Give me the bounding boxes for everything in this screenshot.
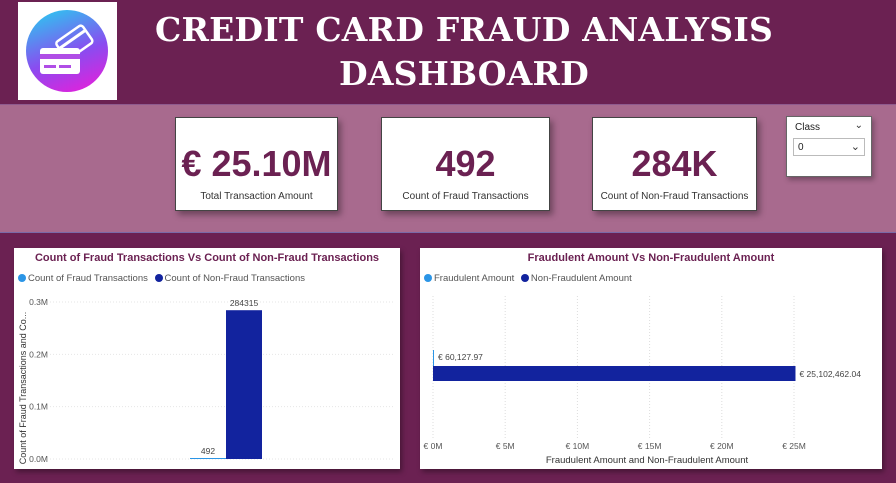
legend-label: Count of Fraud Transactions <box>28 273 148 284</box>
kpi-value: € 25.10M <box>181 143 332 184</box>
chart-title: Count of Fraud Transactions Vs Count of … <box>34 252 380 264</box>
legend-dot-icon <box>520 274 529 282</box>
y-tick-label: 0.1M <box>29 402 48 412</box>
x-tick-label: € 5M <box>496 441 515 451</box>
x-tick-label: € 15M <box>638 441 662 451</box>
legend-label: Non-Fraudulent Amount <box>530 273 632 284</box>
class-dropdown[interactable]: 0 ⌄ <box>793 138 865 156</box>
kpi-card-fraud-count[interactable]: 492 Count of Fraud Transactions <box>381 117 550 211</box>
dropdown-selected-value: 0 <box>798 142 804 153</box>
kpi-label: Count of Fraud Transactions <box>402 191 529 202</box>
bar-fraud <box>190 458 226 459</box>
slicer-title: Class <box>795 122 821 133</box>
logo <box>18 2 117 100</box>
legend-item-non-fraudulent[interactable]: Non-Fraudulent Amount <box>520 273 632 284</box>
x-tick-label: € 20M <box>710 441 734 451</box>
y-tick-label: 0.0M <box>29 454 48 464</box>
y-tick-label: 0.3M <box>29 297 48 307</box>
kpi-card-total-amount[interactable]: € 25.10M Total Transaction Amount <box>175 117 338 211</box>
legend-item-non-fraud[interactable]: Count of Non-Fraud Transactions <box>154 273 305 284</box>
page-title-line2: DASHBOARD <box>339 54 589 93</box>
legend-item-fraudulent[interactable]: Fraudulent Amount <box>424 273 514 284</box>
chart-legend: Count of Fraud Transactions Count of Non… <box>18 273 309 284</box>
amount-chart-plot: Fraudulent Amount and Non-Fraudulent Amo… <box>424 296 861 466</box>
bar-non-fraud <box>226 310 262 459</box>
kpi-value: 492 <box>435 143 496 184</box>
bar-fraudulent <box>433 350 434 366</box>
legend-dot-icon <box>154 274 163 282</box>
kpi-card-non-fraud-count[interactable]: 284K Count of Non-Fraud Transactions <box>592 117 757 211</box>
amount-chart-card[interactable]: Fraudulent Amount Vs Non-Fraudulent Amou… <box>420 248 882 469</box>
legend-dot-icon <box>424 274 432 282</box>
kpi-value: 284K <box>631 143 718 184</box>
bar-non-fraudulent <box>433 366 796 381</box>
data-label: € 25,102,462.04 <box>799 369 861 379</box>
kpi-label: Total Transaction Amount <box>200 191 313 202</box>
chart-legend: Fraudulent Amount Non-Fraudulent Amount <box>424 273 636 284</box>
kpi-label: Count of Non-Fraud Transactions <box>600 191 749 202</box>
x-axis-label: Fraudulent Amount and Non-Fraudulent Amo… <box>546 455 749 466</box>
data-label: 284315 <box>230 298 259 308</box>
legend-label: Fraudulent Amount <box>434 273 515 284</box>
legend-label: Count of Non-Fraud Transactions <box>164 273 305 284</box>
count-chart-plot: Count of Fraud Transactions and Co... 0.… <box>18 297 394 465</box>
chart-title: Fraudulent Amount Vs Non-Fraudulent Amou… <box>527 252 775 264</box>
chevron-down-icon[interactable]: ⌄ <box>850 141 860 153</box>
data-label: € 60,127.97 <box>438 352 483 362</box>
chevron-down-icon[interactable]: ⌄ <box>854 120 863 131</box>
data-label: 492 <box>201 446 215 456</box>
x-tick-label: € 0M <box>424 441 443 451</box>
x-tick-label: € 10M <box>566 441 590 451</box>
x-tick-label: € 25M <box>782 441 806 451</box>
count-chart-card[interactable]: Count of Fraud Transactions Vs Count of … <box>14 248 400 469</box>
legend-dot-icon <box>18 274 26 282</box>
credit-card-icon <box>26 10 108 92</box>
page-title-line1: CREDIT CARD FRAUD ANALYSIS <box>154 10 773 49</box>
credit-card-icon-graphic <box>40 24 94 74</box>
class-slicer[interactable]: Class ⌄ 0 ⌄ <box>786 116 872 177</box>
y-tick-label: 0.2M <box>29 349 48 359</box>
legend-item-fraud[interactable]: Count of Fraud Transactions <box>18 273 148 284</box>
page-title: CREDIT CARD FRAUD ANALYSIS DASHBOARD <box>118 8 810 96</box>
y-axis-label: Count of Fraud Transactions and Co... <box>18 312 28 465</box>
